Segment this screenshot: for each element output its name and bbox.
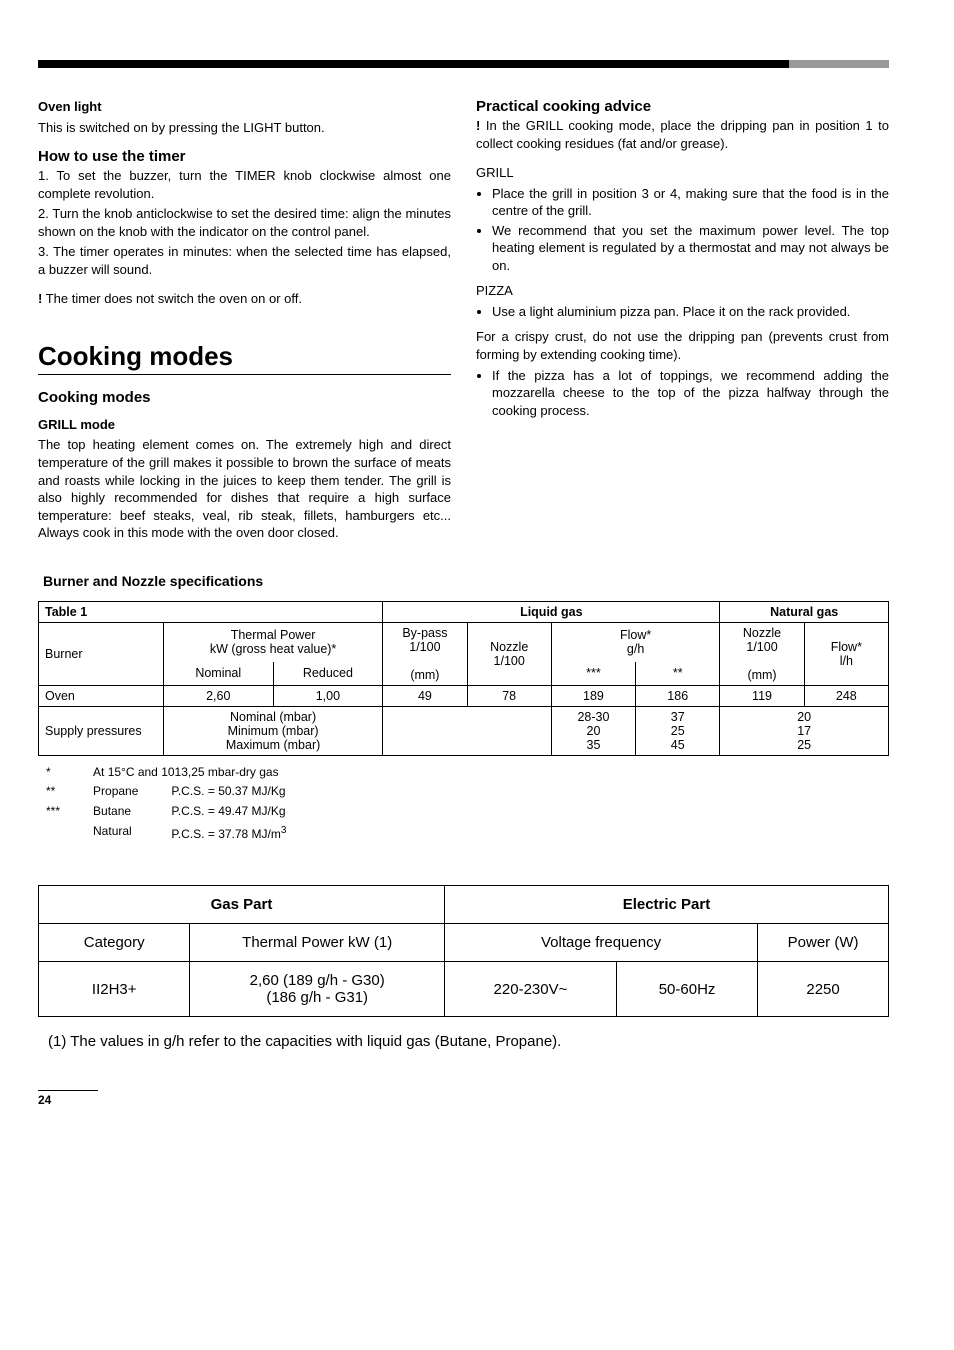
spec-heading: Burner and Nozzle specifications (43, 573, 889, 589)
foot3b: P.C.S. = 49.47 MJ/Kg (170, 803, 316, 821)
foot2-star: ** (45, 783, 90, 801)
flow-nat-label: Flow* (831, 640, 862, 654)
right-column: Practical cooking advice ! In the GRILL … (476, 98, 889, 545)
liq3a: 28-30 (577, 710, 609, 724)
grill-mode-heading: GRILL mode (38, 416, 451, 434)
pizza-list-2: If the pizza has a lot of toppings, we r… (476, 367, 889, 420)
hz-value: 50-60Hz (616, 962, 757, 1017)
pizza-list: Use a light aluminium pizza pan. Place i… (476, 303, 889, 321)
practical-note: ! In the GRILL cooking mode, place the d… (476, 117, 889, 152)
oven-reduced: 1,00 (273, 685, 383, 706)
liq2c: 45 (671, 738, 685, 752)
oven-flow-nat: 248 (804, 685, 888, 706)
bypass-sub: 1/100 (409, 640, 440, 654)
pizza-item-1: Use a light aluminium pizza pan. Place i… (492, 303, 889, 321)
power-header: Power (W) (758, 924, 889, 962)
thermal-power-value: 2,60 (189 g/h - G30) (186 g/h - G31) (190, 962, 444, 1017)
foot4b: P.C.S. = 37.78 MJ/m3 (170, 823, 316, 844)
reduced-label: Reduced (273, 662, 383, 685)
category-value: II2H3+ (39, 962, 190, 1017)
stars2: ** (636, 662, 720, 685)
cooking-modes-title: Cooking modes (38, 341, 451, 375)
timer-note: ! The timer does not switch the oven on … (38, 290, 451, 308)
timer-heading: How to use the timer (38, 148, 451, 165)
foot3a: Butane (92, 803, 168, 821)
pizza-sub-heading: PIZZA (476, 282, 889, 300)
flow-liq-label: Flow* (620, 628, 651, 642)
cooking-modes-sub: Cooking modes (38, 389, 451, 406)
thermal-power-label: Thermal Power (231, 628, 316, 642)
grill-sub-heading: GRILL (476, 164, 889, 182)
footnotes: * At 15°C and 1013,25 mbar-dry gas ** Pr… (43, 762, 318, 845)
foot1: At 15°C and 1013,25 mbar-dry gas (92, 764, 316, 782)
nozzle-nat-mm: (mm) (747, 668, 776, 682)
foot1-star: * (45, 764, 90, 782)
foot3-star: *** (45, 803, 90, 821)
electric-part-header: Electric Part (444, 886, 888, 924)
nozzle-liq-label: Nozzle (490, 640, 528, 654)
grill-mode-text: The top heating element comes on. The ex… (38, 436, 451, 541)
nominal-label: Nominal (163, 662, 273, 685)
bypass-label: By-pass (402, 626, 447, 640)
oven-flow3: 189 (551, 685, 635, 706)
thermal-power-sub: kW (gross heat value)* (210, 642, 336, 656)
spec-table: Table 1 Liquid gas Natural gas Burner Th… (38, 601, 889, 756)
power-value: 2250 (758, 962, 889, 1017)
flow-gh: g/h (627, 642, 644, 656)
liq3b: 20 (587, 724, 601, 738)
stars3: *** (551, 662, 635, 685)
timer-step-2: 2. Turn the knob anticlockwise to set th… (38, 205, 451, 240)
oven-row-label: Oven (39, 685, 164, 706)
liq3c: 35 (587, 738, 601, 752)
timer-step-3: 3. The timer operates in minutes: when t… (38, 243, 451, 278)
liq2b: 25 (671, 724, 685, 738)
flow-lh: l/h (840, 654, 853, 668)
burner-label: Burner (39, 622, 164, 685)
left-column: Oven light This is switched on by pressi… (38, 98, 451, 545)
foot2b: P.C.S. = 50.37 MJ/Kg (170, 783, 316, 801)
foot4a: Natural (92, 823, 168, 844)
timer-step-1: 1. To set the buzzer, turn the TIMER kno… (38, 167, 451, 202)
top-bar (38, 60, 889, 68)
oven-flow2: 186 (636, 685, 720, 706)
table-caption: (1) The values in g/h refer to the capac… (48, 1033, 889, 1050)
supply-nom: Nominal (mbar) (230, 710, 316, 724)
natC: 25 (797, 738, 811, 752)
pizza-item-2: If the pizza has a lot of toppings, we r… (492, 367, 889, 420)
grill-item-2: We recommend that you set the maximum po… (492, 222, 889, 275)
nozzle-nat-label: Nozzle (743, 626, 781, 640)
oven-light-heading: Oven light (38, 98, 451, 116)
category-header: Category (39, 924, 190, 962)
table1-label: Table 1 (45, 605, 87, 619)
page-number: 24 (38, 1090, 98, 1107)
thermal-power-header: Thermal Power kW (1) (190, 924, 444, 962)
bypass-mm: (mm) (410, 668, 439, 682)
pizza-sub-1: For a crispy crust, do not use the dripp… (476, 328, 889, 363)
nozzle-liq-sub: 1/100 (494, 654, 525, 668)
oven-light-text: This is switched on by pressing the LIGH… (38, 119, 451, 137)
foot2a: Propane (92, 783, 168, 801)
oven-nozzle-nat: 119 (720, 685, 804, 706)
supply-min: Minimum (mbar) (228, 724, 319, 738)
nozzle-nat-sub: 1/100 (746, 640, 777, 654)
supply-label: Supply pressures (39, 706, 164, 755)
natA: 20 (797, 710, 811, 724)
gas-part-header: Gas Part (39, 886, 445, 924)
natural-gas-label: Natural gas (770, 605, 838, 619)
grill-item-1: Place the grill in position 3 or 4, maki… (492, 185, 889, 220)
voltage-value: 220-230V~ (444, 962, 616, 1017)
voltage-header: Voltage frequency (444, 924, 757, 962)
supply-max: Maximum (mbar) (226, 738, 320, 752)
natB: 17 (797, 724, 811, 738)
gas-electric-table: Gas Part Electric Part Category Thermal … (38, 885, 889, 1017)
liq2a: 37 (671, 710, 685, 724)
oven-bypass: 49 (383, 685, 467, 706)
oven-nominal: 2,60 (163, 685, 273, 706)
practical-heading: Practical cooking advice (476, 98, 889, 115)
liquid-gas-label: Liquid gas (520, 605, 583, 619)
oven-nozzle-liq: 78 (467, 685, 551, 706)
grill-list: Place the grill in position 3 or 4, maki… (476, 185, 889, 275)
